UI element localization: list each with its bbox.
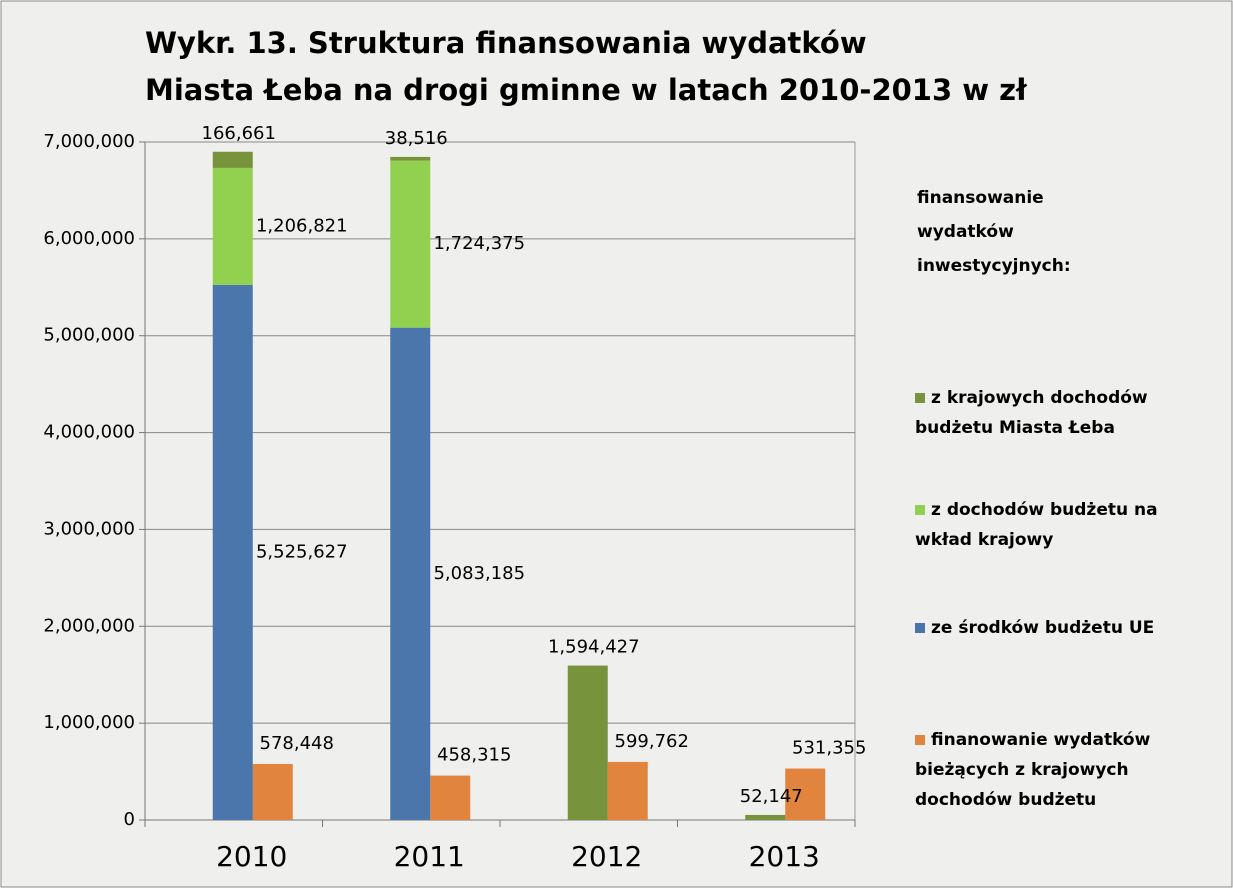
x-tick-label: 2012 bbox=[571, 840, 642, 873]
x-tick-label: 2013 bbox=[749, 840, 820, 873]
y-tick-label: 1,000,000 bbox=[43, 712, 135, 733]
chart-title: Miasta Łeba na drogi gminne w latach 201… bbox=[145, 73, 1028, 107]
legend-swatch bbox=[915, 505, 925, 515]
y-tick-label: 0 bbox=[124, 809, 135, 830]
bar-segment bbox=[567, 665, 608, 820]
bar-segment bbox=[252, 763, 293, 820]
x-tick-label: 2010 bbox=[216, 840, 287, 873]
data-label: 5,083,185 bbox=[433, 563, 525, 584]
data-label: 1,206,821 bbox=[256, 215, 348, 236]
legend-title: finansowanie wydatków inwestycyjnych: bbox=[917, 188, 1071, 276]
data-label: 166,661 bbox=[202, 123, 276, 144]
legend-label: z krajowych dochodów budżetu Miasta Łeba bbox=[915, 388, 1148, 438]
data-label: 458,315 bbox=[437, 745, 511, 766]
bar-segment bbox=[745, 814, 786, 820]
data-label: 531,355 bbox=[792, 738, 866, 759]
bar-segment bbox=[212, 151, 253, 168]
bar-segment bbox=[390, 156, 431, 161]
bar-segment bbox=[430, 775, 471, 820]
y-tick-label: 4,000,000 bbox=[43, 422, 135, 443]
bar-segment bbox=[212, 167, 253, 285]
y-tick-label: 6,000,000 bbox=[43, 228, 135, 249]
legend-swatch bbox=[915, 735, 925, 745]
legend-swatch bbox=[915, 623, 925, 633]
data-label: 5,525,627 bbox=[256, 541, 348, 562]
bar-segment bbox=[785, 768, 826, 820]
data-label: 38,516 bbox=[385, 128, 448, 149]
y-tick-label: 5,000,000 bbox=[43, 325, 135, 346]
legend-label: z dochodów budżetu na wkład krajowy bbox=[915, 500, 1158, 550]
bar-segment bbox=[390, 160, 431, 328]
y-tick-label: 2,000,000 bbox=[43, 615, 135, 636]
data-label: 1,724,375 bbox=[433, 233, 525, 254]
data-label: 52,147 bbox=[740, 786, 803, 807]
bar-segment bbox=[390, 327, 431, 820]
y-tick-label: 3,000,000 bbox=[43, 518, 135, 539]
data-label: 599,762 bbox=[615, 731, 689, 752]
data-label: 1,594,427 bbox=[548, 637, 640, 658]
data-label: 578,448 bbox=[260, 733, 334, 754]
y-tick-label: 7,000,000 bbox=[43, 131, 135, 152]
bar-segment bbox=[212, 284, 253, 820]
x-tick-label: 2011 bbox=[394, 840, 465, 873]
chart-title: Wykr. 13. Struktura finansowania wydatkó… bbox=[145, 26, 867, 60]
bar-segment bbox=[607, 761, 648, 820]
legend-swatch bbox=[915, 393, 925, 403]
legend-label: finanowanie wydatków bieżących z krajowyc… bbox=[915, 730, 1151, 810]
legend-label: ze środków budżetu UE bbox=[931, 618, 1154, 638]
